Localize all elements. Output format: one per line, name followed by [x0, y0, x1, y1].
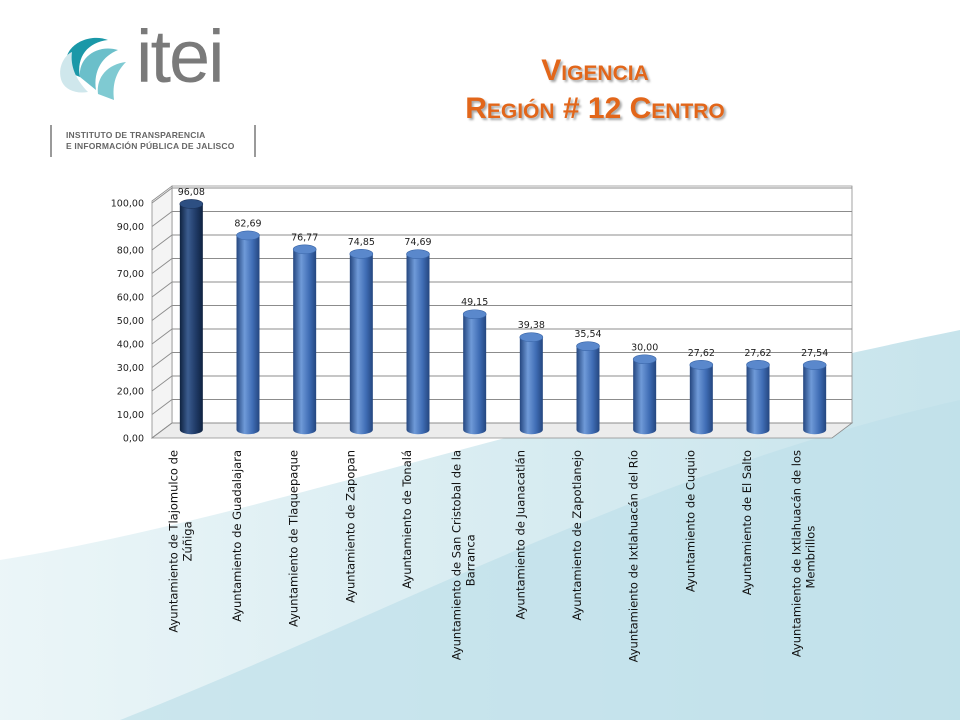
data-label: 27,54: [801, 348, 828, 359]
bar-top: [689, 360, 714, 370]
gridline: [151, 234, 852, 251]
itei-logo: itei INSTITUTO DE TRANSPARENCIA E INFORM…: [40, 15, 280, 163]
y-tick-label: 70,00: [117, 269, 144, 280]
logo-subtitle: INSTITUTO DE TRANSPARENCIA E INFORMACIÓN…: [50, 125, 256, 157]
gridline: [151, 399, 852, 415]
x-tick-label: Ayuntamiento de Ixtlahuacán de losMembri…: [790, 450, 818, 657]
bar-top: [462, 309, 487, 320]
data-label: 82,69: [234, 218, 261, 229]
bar: [293, 249, 317, 435]
bar: [463, 314, 487, 435]
x-tick-label: Ayuntamiento de Tonalá: [400, 450, 414, 589]
x-tick-label: Ayuntamiento de Guadalajara: [230, 450, 244, 622]
bar-top: [236, 230, 260, 241]
data-label: 30,00: [631, 342, 658, 353]
y-tick-label: 20,00: [117, 387, 144, 398]
bar: [576, 346, 600, 435]
y-tick-label: 10,00: [117, 410, 144, 421]
data-label: 74,85: [348, 237, 375, 248]
x-tick-label: Ayuntamiento de Ixtlahuacán del Río: [627, 450, 641, 662]
x-tick-label: Ayuntamiento de Tlaquepaque: [287, 450, 301, 627]
bar-top: [292, 244, 317, 255]
gridline: [151, 375, 852, 392]
data-label: 39,38: [518, 320, 545, 331]
bar-top: [576, 341, 600, 352]
y-tick-label: 30,00: [117, 363, 144, 374]
logo-wordmark: itei: [136, 15, 225, 98]
bar: [633, 359, 657, 435]
gridline: [151, 305, 852, 321]
logo-subtitle-line2: E INFORMACIÓN PÚBLICA DE JALISCO: [66, 141, 235, 151]
bar: [406, 254, 430, 435]
x-tick-label: Ayuntamiento de Tlajomulco deZúñiga: [166, 450, 194, 633]
y-tick-label: 90,00: [117, 222, 144, 233]
x-tick-label: Ayuntamiento de Juanacatlán: [513, 450, 527, 620]
bar: [349, 253, 373, 435]
data-label: 35,54: [574, 329, 601, 340]
gridline: [151, 422, 852, 439]
bar-top: [349, 249, 374, 259]
x-tick-label: Ayuntamiento de El Salto: [740, 450, 754, 595]
y-tick-label: 0,00: [123, 434, 144, 445]
bar-top: [746, 360, 770, 370]
slide-title: Vigencia Región # 12 Centro: [380, 52, 810, 128]
bar: [179, 203, 203, 435]
x-tick-label: Ayuntamiento de San Cristobal de laBarra…: [450, 450, 478, 660]
data-label: 49,15: [461, 297, 488, 308]
gridline: [151, 352, 852, 368]
bar-top: [802, 360, 827, 370]
gridline: [151, 187, 852, 204]
bar-top: [406, 249, 430, 260]
bar-top: [632, 354, 657, 365]
y-tick-label: 60,00: [117, 293, 144, 304]
y-tick-label: 100,00: [111, 199, 144, 210]
x-tick-label: Ayuntamiento de Zapotlanejo: [570, 450, 584, 621]
gridline: [151, 258, 852, 274]
bar-top: [179, 199, 204, 209]
data-label: 74,69: [404, 237, 431, 248]
bar: [519, 337, 543, 435]
data-label: 27,62: [744, 348, 771, 359]
gridline: [151, 211, 852, 227]
bar: [689, 364, 713, 435]
data-label: 27,62: [688, 348, 715, 359]
gridline: [151, 328, 852, 345]
logo-mark-icon: [60, 37, 126, 100]
logo-subtitle-line1: INSTITUTO DE TRANSPARENCIA: [66, 130, 206, 140]
bar: [803, 365, 827, 435]
y-tick-label: 80,00: [117, 246, 144, 257]
y-tick-label: 50,00: [117, 316, 144, 327]
x-tick-label: Ayuntamiento de Cuquio: [683, 450, 697, 592]
bar-top: [519, 332, 544, 343]
data-label: 76,77: [291, 232, 318, 243]
slide-title-line1: Vigencia: [541, 54, 649, 87]
bar: [236, 235, 260, 435]
x-tick-label: Ayuntamiento de Zapopan: [343, 450, 357, 603]
gridline: [151, 281, 852, 298]
slide-title-line2: Región # 12 Centro: [465, 92, 725, 125]
bar: [746, 364, 770, 435]
data-label: 96,08: [178, 187, 205, 198]
y-tick-label: 40,00: [117, 340, 144, 351]
